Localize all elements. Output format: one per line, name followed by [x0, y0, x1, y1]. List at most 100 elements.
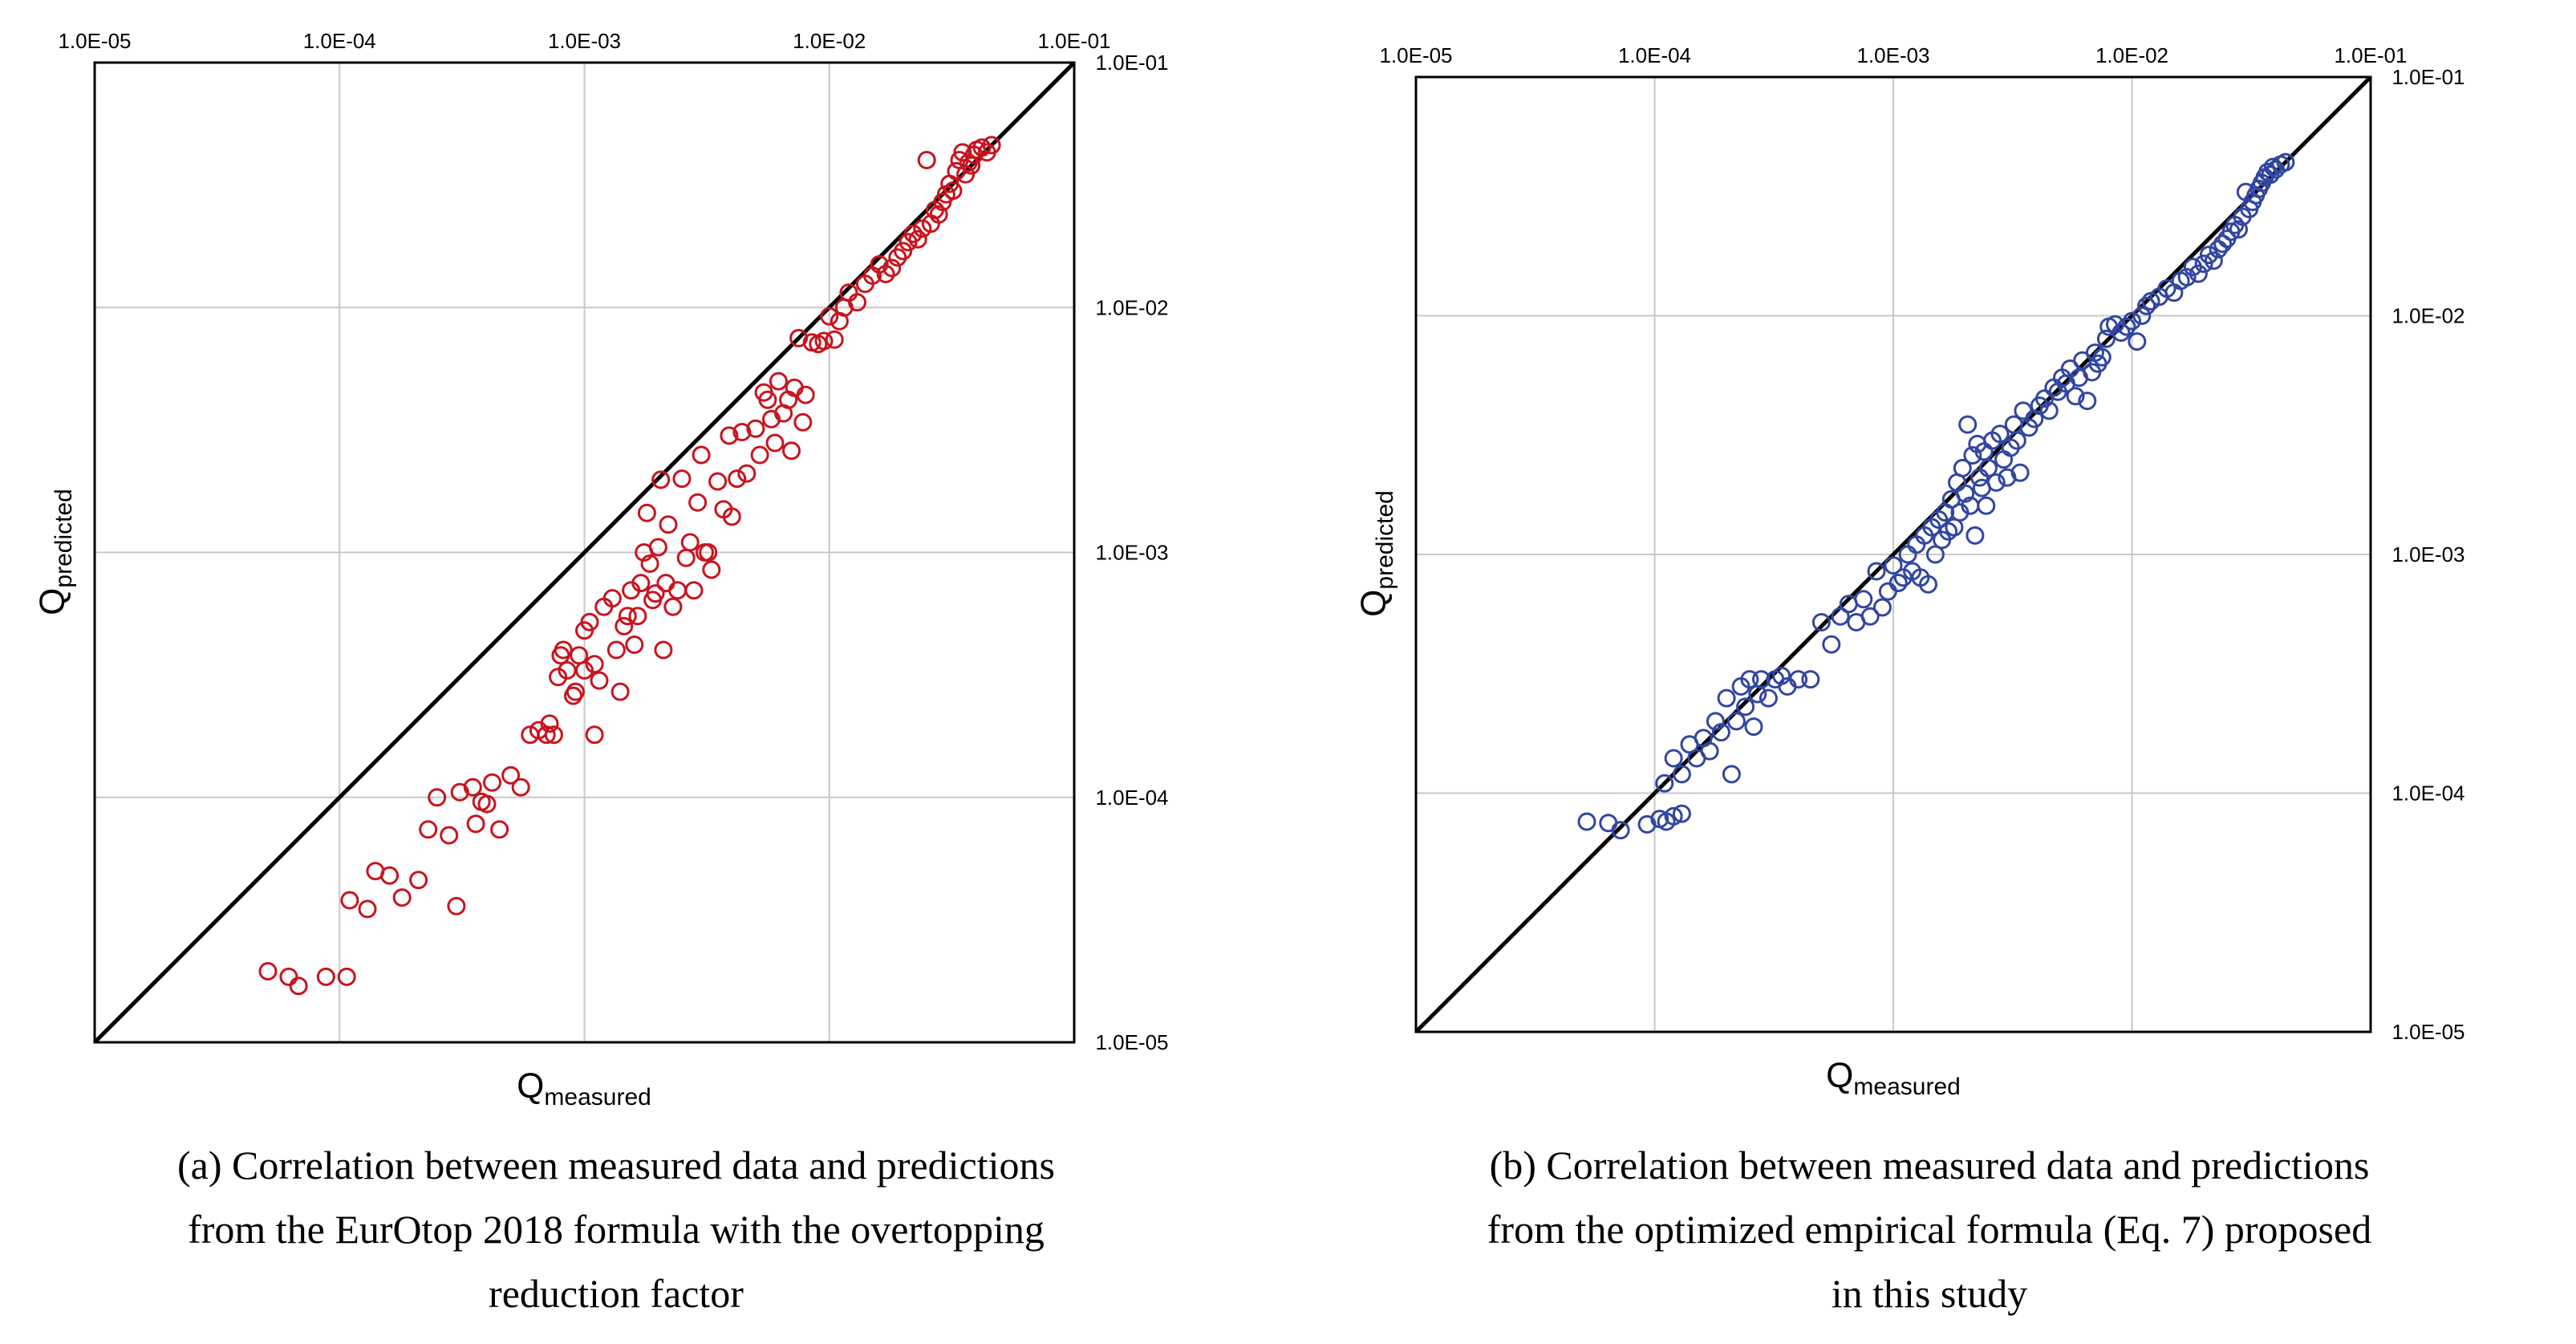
data-point: [1822, 635, 1841, 654]
data-point: [463, 778, 482, 797]
caption-a: (a) Correlation between measured data an…: [39, 1133, 1194, 1326]
data-point: [2261, 165, 2280, 185]
data-point: [2199, 246, 2218, 265]
data-point: [2117, 317, 2136, 336]
y-tick-label: 1.0E-01: [2391, 65, 2464, 89]
data-point: [483, 773, 501, 792]
data-point: [917, 151, 936, 169]
y-tick-label: 1.0E-03: [1095, 541, 1168, 565]
data-point: [2276, 152, 2295, 172]
y-tick-label: 1.0E-02: [2391, 304, 2464, 328]
data-point: [279, 967, 298, 986]
data-point: [1772, 666, 1791, 685]
data-point: [684, 581, 704, 600]
data-point: [1956, 484, 1975, 503]
data-point: [894, 242, 913, 261]
tick-labels-b: 1.0E-05 1.0E-04 1.0E-03 1.0E-02 1.0E-011.0E-…: [1379, 43, 2464, 1044]
x-tick-label: 1.0E-01: [2334, 43, 2407, 67]
data-point: [1672, 804, 1691, 823]
data-point: [848, 293, 866, 312]
caption-a-line: reduction factor: [489, 1271, 744, 1316]
x-tick-label: 1.0E-03: [1856, 43, 1929, 67]
data-point: [699, 543, 718, 562]
data-point: [769, 372, 788, 391]
data-point: [566, 682, 585, 701]
panel-a-chart: 1.0E-05 1.0E-04 1.0E-03 1.0E-02 1.0E-011.0E-…: [33, 29, 1169, 1111]
data-point: [615, 616, 634, 635]
data-point: [1722, 765, 1741, 784]
data-point: [428, 788, 447, 807]
data-point: [732, 423, 752, 441]
data-point: [2213, 234, 2233, 254]
data-point: [720, 426, 739, 445]
gridlines-b: [1416, 77, 2371, 1032]
data-point: [640, 554, 659, 573]
data-point: [1925, 545, 1945, 564]
data-point: [544, 725, 563, 745]
panel-b-chart: 1.0E-05 1.0E-04 1.0E-03 1.0E-02 1.0E-011.0E-…: [1354, 43, 2465, 1100]
data-point: [590, 671, 609, 690]
data-point: [659, 515, 678, 534]
data-point: [876, 265, 895, 283]
x-tick-label: 1.0E-01: [1037, 29, 1110, 53]
data-point: [943, 181, 963, 201]
data-point: [1893, 568, 1913, 587]
data-point: [628, 607, 647, 626]
x-tick-label: 1.0E-04: [303, 29, 376, 53]
y-tick-label: 1.0E-05: [2391, 1020, 2464, 1044]
data-point: [882, 258, 902, 278]
data-point: [380, 866, 400, 885]
data-point: [1811, 613, 1831, 631]
data-point: [1831, 607, 1850, 626]
x-tick-label: 1.0E-05: [1379, 43, 1452, 67]
data-point: [708, 472, 728, 491]
data-point: [651, 470, 671, 489]
data-point: [1717, 688, 1736, 708]
data-point: [782, 441, 801, 461]
data-point: [2189, 264, 2208, 283]
data-point: [1884, 556, 1903, 575]
data-point: [585, 725, 604, 745]
data-point: [2123, 311, 2141, 331]
y-axis-title-b: Qpredicted: [1354, 490, 1398, 617]
data-point: [340, 891, 359, 910]
data-point: [702, 560, 721, 579]
data-point: [903, 224, 923, 243]
data-point: [631, 574, 651, 593]
y-axis-title-a: Qpredicted: [33, 489, 77, 615]
data-point: [1801, 670, 1820, 689]
data-point: [2007, 431, 2026, 450]
data-point: [1664, 806, 1683, 826]
data-point: [501, 765, 521, 785]
data-point: [1759, 688, 1778, 708]
data-point: [688, 493, 708, 512]
data-point: [796, 385, 815, 404]
data-point: [1700, 741, 1719, 761]
data-point: [680, 533, 700, 552]
plot-border-a: [93, 61, 1076, 1044]
data-point: [765, 433, 785, 453]
data-point: [672, 469, 692, 489]
data-point: [580, 612, 599, 631]
data-point: [1872, 598, 1892, 617]
data-point: [585, 655, 604, 674]
data-point: [728, 469, 747, 489]
data-point: [1977, 496, 1996, 515]
data-point: [692, 445, 711, 465]
data-point: [1672, 765, 1691, 784]
data-point: [758, 390, 777, 409]
data-point: [654, 640, 673, 660]
data-point: [2128, 332, 2147, 351]
y-tick-label: 1.0E-03: [2391, 542, 2464, 566]
data-point: [1854, 590, 1873, 609]
data-point: [611, 682, 630, 701]
data-point: [2078, 392, 2097, 411]
data-point: [1664, 749, 1683, 768]
data-point: [663, 597, 683, 616]
data-point: [1986, 473, 2006, 492]
caption-a-line: from the EurOtop 2018 formula with the o…: [188, 1207, 1045, 1252]
data-point: [1611, 821, 1630, 840]
data-point: [409, 871, 428, 890]
data-point: [1990, 424, 2010, 444]
data-point: [1860, 607, 1880, 626]
